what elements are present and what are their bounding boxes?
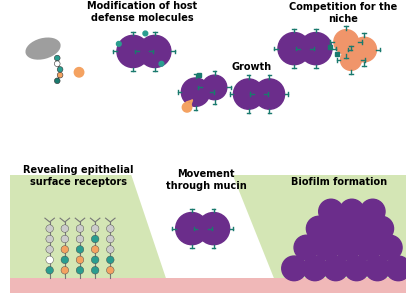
Ellipse shape (25, 38, 61, 60)
Circle shape (107, 266, 114, 274)
Circle shape (92, 246, 99, 253)
Circle shape (233, 79, 264, 109)
Circle shape (46, 246, 54, 253)
Text: Modification of host
defense molecules: Modification of host defense molecules (87, 1, 198, 23)
Circle shape (92, 225, 99, 232)
Circle shape (54, 55, 60, 61)
Circle shape (92, 266, 99, 274)
Circle shape (61, 246, 69, 253)
Circle shape (139, 35, 171, 68)
Circle shape (117, 42, 121, 46)
Circle shape (143, 31, 148, 36)
Circle shape (282, 256, 306, 281)
Circle shape (159, 62, 164, 66)
Circle shape (352, 37, 377, 62)
Circle shape (92, 256, 99, 264)
Circle shape (46, 225, 54, 232)
Circle shape (76, 246, 84, 253)
Circle shape (327, 216, 352, 241)
Text: Revealing epithelial
surface receptors: Revealing epithelial surface receptors (23, 165, 133, 187)
Circle shape (61, 235, 69, 243)
Bar (335, 52, 339, 56)
Circle shape (76, 256, 84, 264)
Circle shape (278, 33, 310, 65)
Circle shape (107, 246, 114, 253)
Polygon shape (10, 175, 406, 293)
Circle shape (348, 216, 373, 241)
Circle shape (76, 225, 84, 232)
Circle shape (181, 78, 210, 106)
Circle shape (319, 199, 343, 224)
Circle shape (61, 256, 69, 264)
Circle shape (339, 199, 364, 224)
Circle shape (61, 266, 69, 274)
Circle shape (360, 199, 385, 224)
Circle shape (294, 235, 319, 260)
Circle shape (197, 212, 229, 245)
Circle shape (344, 256, 369, 281)
Circle shape (365, 256, 390, 281)
Circle shape (334, 30, 359, 54)
Circle shape (315, 235, 339, 260)
Circle shape (300, 33, 332, 65)
Circle shape (306, 216, 331, 241)
Circle shape (57, 72, 63, 78)
Bar (328, 45, 332, 49)
Circle shape (76, 235, 84, 243)
Circle shape (176, 212, 208, 245)
Circle shape (46, 266, 54, 274)
Polygon shape (131, 175, 280, 293)
Circle shape (107, 235, 114, 243)
Circle shape (76, 266, 84, 274)
Bar (197, 73, 201, 77)
Circle shape (303, 256, 327, 281)
Circle shape (107, 256, 114, 264)
Circle shape (46, 256, 54, 264)
Circle shape (74, 68, 84, 77)
Circle shape (357, 235, 381, 260)
Circle shape (57, 67, 63, 72)
Circle shape (341, 50, 361, 70)
Circle shape (377, 235, 402, 260)
Circle shape (336, 235, 360, 260)
Circle shape (61, 225, 69, 232)
Circle shape (202, 75, 227, 100)
Circle shape (92, 235, 99, 243)
Text: Growth: Growth (232, 62, 272, 72)
Bar (10, 278, 406, 293)
Circle shape (386, 256, 410, 281)
Circle shape (324, 256, 348, 281)
Circle shape (369, 216, 393, 241)
Circle shape (254, 79, 285, 109)
Circle shape (182, 103, 192, 112)
Circle shape (54, 78, 60, 84)
Circle shape (107, 225, 114, 232)
Text: Movement
through mucin: Movement through mucin (166, 169, 246, 191)
Text: Biofilm formation: Biofilm formation (291, 177, 387, 187)
Circle shape (117, 35, 149, 68)
Text: Competition for the
niche: Competition for the niche (289, 2, 398, 24)
Circle shape (46, 235, 54, 243)
Circle shape (54, 61, 60, 67)
